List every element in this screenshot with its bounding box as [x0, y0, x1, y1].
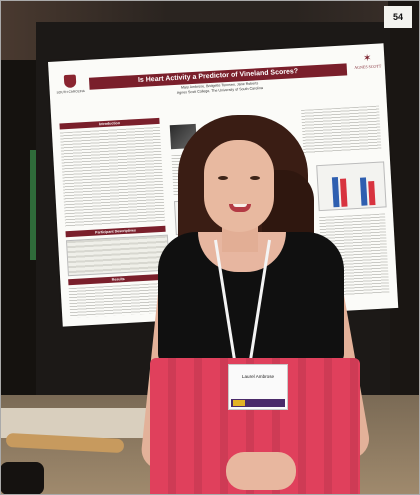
face: [204, 140, 274, 232]
descriptives-table: [65, 234, 170, 277]
badge-name: Laurel Ambrose: [241, 374, 275, 379]
badge-logo: [233, 400, 245, 406]
results-chart: [316, 161, 387, 212]
chart-bar: [368, 180, 376, 206]
bag: [0, 462, 44, 495]
green-poster-edge: [30, 150, 40, 260]
right-logo-label: AGNES SCOTT: [354, 63, 382, 70]
right-eye: [250, 176, 260, 180]
intro-text: [59, 126, 166, 228]
left-logo-label: SOUTH CAROLINA: [56, 88, 85, 95]
name-badge: Laurel Ambrose: [228, 364, 288, 410]
college-mark-icon: ✶: [362, 52, 372, 65]
left-eye: [218, 176, 228, 180]
chart-bar: [331, 176, 340, 208]
university-logo: SOUTH CAROLINA: [55, 74, 86, 102]
clasped-hands: [226, 452, 296, 490]
right-display-panel: [388, 0, 420, 420]
college-logo: ✶ AGNES SCOTT: [353, 53, 383, 85]
smile: [229, 204, 251, 212]
chart-bar: [339, 178, 348, 207]
chart-bar: [359, 177, 368, 206]
board-number: 54: [384, 6, 412, 28]
badge-footer: [231, 399, 285, 407]
discussion-text: [301, 105, 382, 154]
crest-icon: [63, 74, 77, 89]
